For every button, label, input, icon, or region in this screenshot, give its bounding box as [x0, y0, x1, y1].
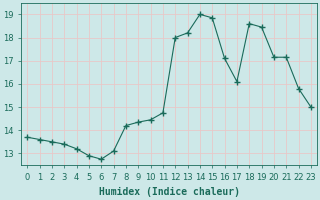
X-axis label: Humidex (Indice chaleur): Humidex (Indice chaleur)	[99, 187, 240, 197]
